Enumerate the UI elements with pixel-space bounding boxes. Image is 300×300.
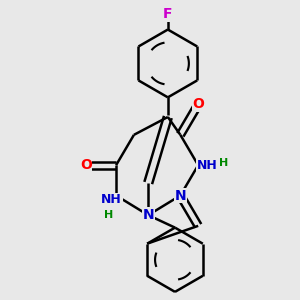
Text: O: O [192, 98, 204, 112]
Text: N: N [175, 188, 186, 203]
Text: O: O [80, 158, 92, 172]
Text: NH: NH [197, 159, 218, 172]
Text: H: H [104, 210, 114, 220]
Text: F: F [163, 8, 172, 21]
Text: N: N [142, 208, 154, 222]
Text: F: F [163, 8, 172, 21]
Text: NH: NH [101, 194, 122, 206]
Text: H: H [218, 158, 228, 168]
